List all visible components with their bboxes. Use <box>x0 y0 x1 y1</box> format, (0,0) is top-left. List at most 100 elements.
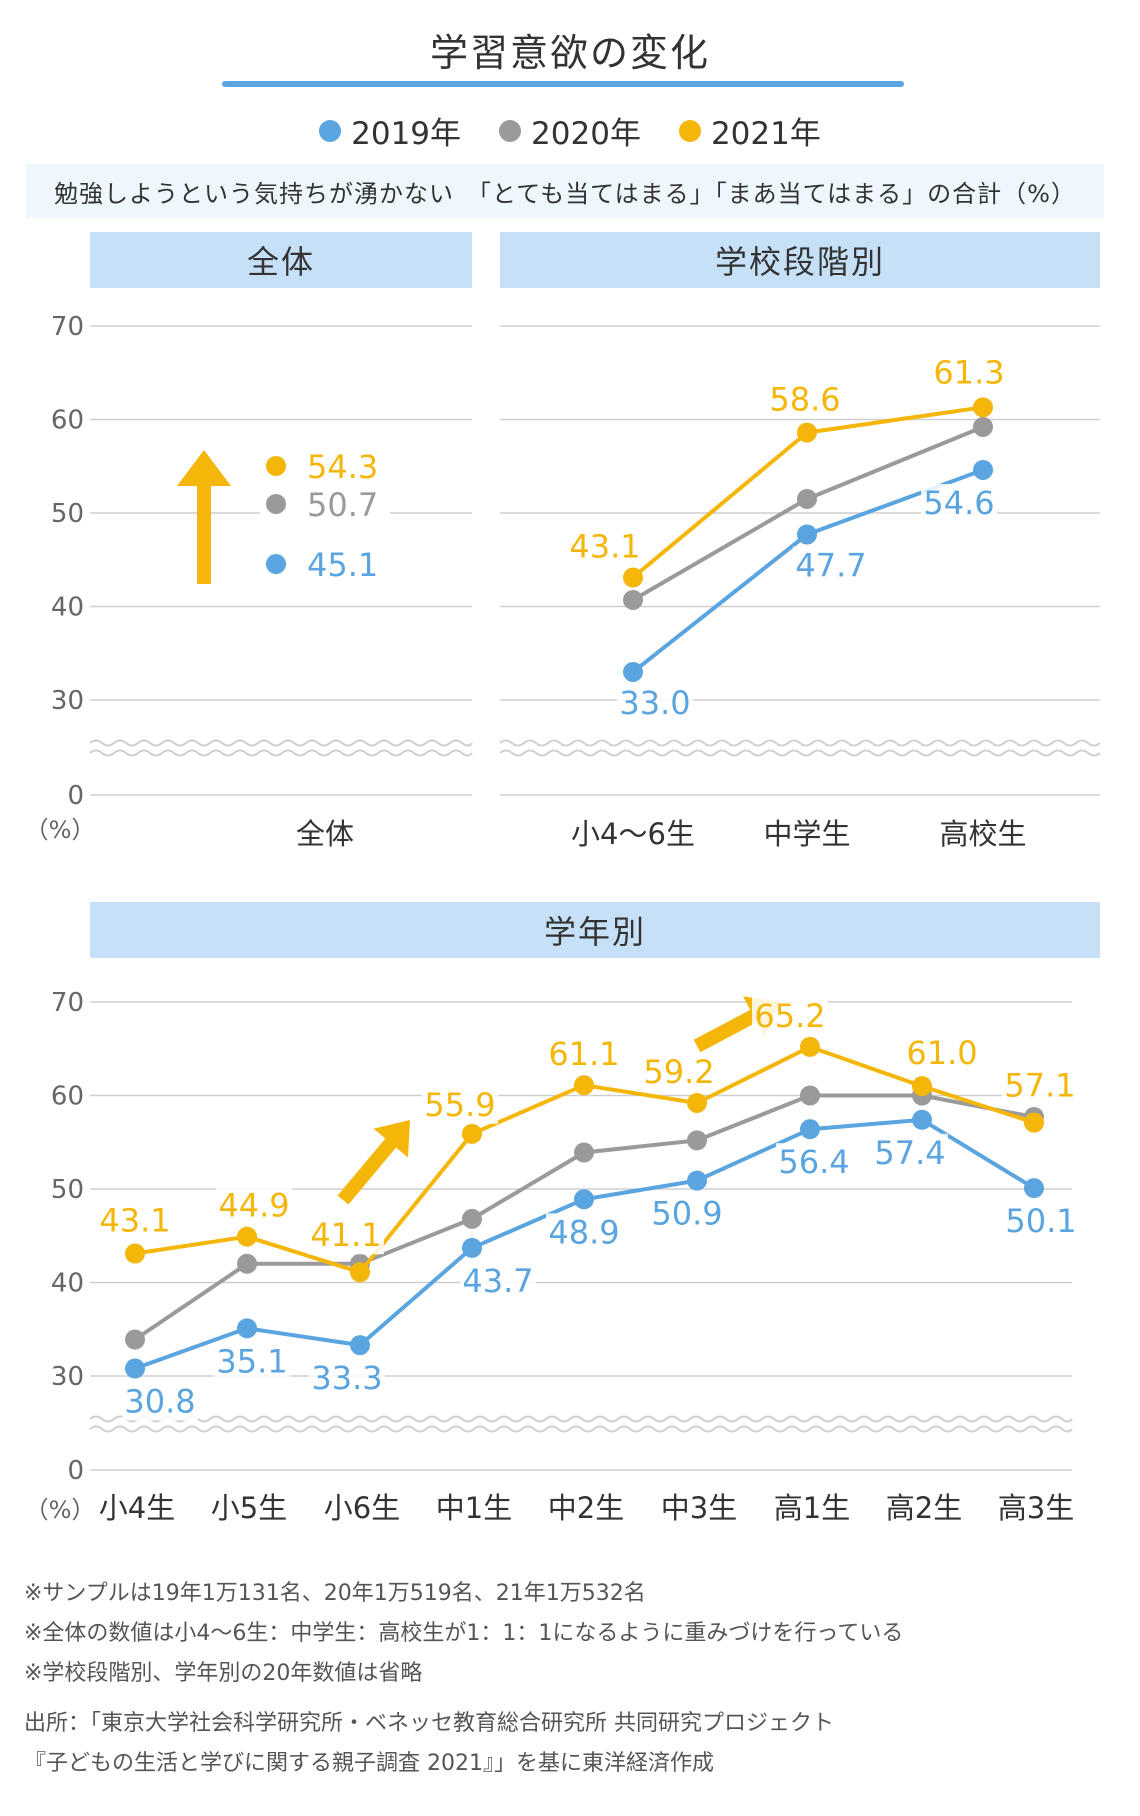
y-tick-grade-70: 70 <box>51 988 84 1018</box>
y-tick-grade-60: 60 <box>51 1082 84 1112</box>
point-grade-2021年-6 <box>800 1036 820 1057</box>
label-bg-grade-2019年-7 <box>872 1133 948 1172</box>
label-bg-grade-2019年-5 <box>649 1194 725 1233</box>
point-grade-2021年-8 <box>1024 1112 1044 1133</box>
label-bg-school-2019年-0 <box>617 683 693 722</box>
legend: 2019年 2020年 2021年 <box>0 108 1140 153</box>
label-bg-grade-2019年-1 <box>214 1342 290 1381</box>
panel-header-grade: 学年別 <box>90 902 1100 958</box>
label-bg-grade-2021年-6 <box>752 996 828 1035</box>
label-bg-grade-2021年-2 <box>308 1216 384 1255</box>
legend-dot-2019 <box>319 119 342 142</box>
y-tick-overall-70: 70 <box>51 312 84 342</box>
legend-item-2020: 2020年 <box>499 108 641 153</box>
label-bg-grade-2021年-4 <box>546 1035 622 1074</box>
point-grade-2019年-7 <box>912 1109 932 1130</box>
point-grade-2020年-4 <box>574 1142 594 1163</box>
axis-break-school-1 <box>499 749 1101 757</box>
data-label-school-2021年-1: 58.6 <box>769 381 840 419</box>
label-bg-grade-2021年-1 <box>216 1186 292 1225</box>
legend-label-2021: 2021年 <box>710 116 821 152</box>
label-bg-grade-2021年-8 <box>1002 1066 1078 1105</box>
point-overall-2021年 <box>266 456 286 476</box>
x-label-school-1: 中学生 <box>763 817 850 851</box>
data-label-overall-2019年: 45.1 <box>307 546 378 584</box>
label-bg-grade-2019年-6 <box>776 1143 852 1182</box>
data-label-overall-2020年: 50.7 <box>307 486 378 524</box>
y-tick-grade-30: 30 <box>51 1362 84 1392</box>
data-label-grade-2019年-1: 35.1 <box>216 1342 287 1380</box>
y-tick-grade-50: 50 <box>51 1175 84 1205</box>
point-grade-2021年-5 <box>687 1092 707 1113</box>
x-label-grade-7: 高2生 <box>886 1491 962 1525</box>
point-grade-2019年-2 <box>350 1335 370 1356</box>
point-grade-2019年-5 <box>687 1170 707 1191</box>
point-grade-2021年-7 <box>912 1076 932 1097</box>
legend-item-2019: 2019年 <box>319 108 461 153</box>
data-label-grade-2021年-4: 61.1 <box>548 1035 619 1073</box>
note-weighting: ※全体の数値は小4〜6生：中学生：高校生が1：1：1になるように重みづけを行って… <box>24 1621 904 1646</box>
chart-title: 学習意欲の変化 <box>429 31 710 75</box>
data-label-school-2019年-0: 33.0 <box>619 684 690 722</box>
axis-break-grade-1 <box>89 1425 1073 1433</box>
point-school-2021年-1 <box>797 422 817 443</box>
point-overall-2019年 <box>266 554 286 574</box>
data-label-school-2021年-2: 61.3 <box>933 353 1004 391</box>
data-label-grade-2021年-1: 44.9 <box>218 1187 289 1225</box>
point-school-2021年-0 <box>623 567 643 588</box>
x-label-grade-1: 小5生 <box>211 1491 287 1525</box>
point-school-2020年-2 <box>973 416 993 437</box>
source-line-1: 出所：「東京大学社会科学研究所・ベネッセ教育総合研究所 共同研究プロジェクト <box>24 1711 834 1736</box>
chart-subtitle: 勉強しようという気持ちが湧かない 「とても当てはまる」「まあ当てはまる」の合計（… <box>26 164 1104 218</box>
data-label-grade-2019年-0: 30.8 <box>124 1383 195 1421</box>
panel-header-overall: 全体 <box>90 232 472 288</box>
point-school-2019年-2 <box>973 459 993 480</box>
label-bg-grade-2021年-0 <box>97 1201 173 1240</box>
y-unit-overall: （%） <box>25 816 96 844</box>
point-grade-2019年-8 <box>1024 1178 1044 1199</box>
label-bg-school-2021年-0 <box>567 527 643 566</box>
label-bg-school-2019年-1 <box>793 546 869 585</box>
label-bg-school-2019年-2 <box>921 483 997 522</box>
x-label-grade-5: 中3生 <box>661 1491 737 1525</box>
y-tick-overall-40: 40 <box>51 593 84 623</box>
y-tick-overall-60: 60 <box>51 406 84 436</box>
y-unit-grade: （%） <box>25 1496 96 1524</box>
x-label-grade-0: 小4生 <box>99 1491 175 1525</box>
x-label-grade-4: 中2生 <box>548 1491 624 1525</box>
footnotes: ※サンプルは19年1万131名、20年1万519名、21年1万532名 ※全体の… <box>24 1574 1114 1784</box>
point-grade-2019年-6 <box>800 1119 820 1140</box>
data-label-grade-2021年-5: 59.2 <box>643 1053 714 1091</box>
label-bg-grade-2019年-8 <box>1003 1202 1079 1241</box>
data-label-grade-2019年-2: 33.3 <box>311 1359 382 1397</box>
point-grade-2019年-0 <box>125 1358 145 1379</box>
point-school-2019年-1 <box>797 524 817 545</box>
data-label-grade-2019年-5: 50.9 <box>651 1195 722 1233</box>
data-label-school-2019年-2: 54.6 <box>923 484 994 522</box>
label-bg-grade-2021年-5 <box>641 1052 717 1091</box>
panel-header-school: 学校段階別 <box>500 232 1100 288</box>
title-underline <box>222 81 904 87</box>
axis-break-school-0 <box>499 739 1101 747</box>
grade-increase-arrow-1 <box>337 1120 410 1205</box>
legend-label-2020: 2020年 <box>531 116 641 152</box>
label-bg-grade-2019年-4 <box>546 1213 622 1252</box>
point-grade-2020年-3 <box>462 1208 482 1229</box>
point-grade-2020年-5 <box>687 1130 707 1151</box>
point-grade-2020年-0 <box>125 1329 145 1350</box>
axis-break-overall-1 <box>89 749 473 757</box>
x-label-school-2: 高校生 <box>939 817 1026 851</box>
label-bg-grade-2019年-3 <box>460 1261 536 1300</box>
point-grade-2019年-3 <box>462 1237 482 1258</box>
x-label-grade-6: 高1生 <box>774 1491 850 1525</box>
y-tick-overall-0: 0 <box>67 781 84 811</box>
data-label-school-2019年-1: 47.7 <box>795 547 866 585</box>
point-grade-2020年-1 <box>237 1253 257 1274</box>
source-line-2: 『子どもの生活と学びに関する親子調査 2021』」を基に東洋経済作成 <box>24 1751 714 1776</box>
overall-increase-arrow <box>177 450 231 584</box>
axis-break-overall-0 <box>89 739 473 747</box>
point-grade-2021年-2 <box>350 1262 370 1283</box>
y-tick-grade-40: 40 <box>51 1269 84 1299</box>
data-label-grade-2021年-2: 41.1 <box>310 1216 381 1254</box>
